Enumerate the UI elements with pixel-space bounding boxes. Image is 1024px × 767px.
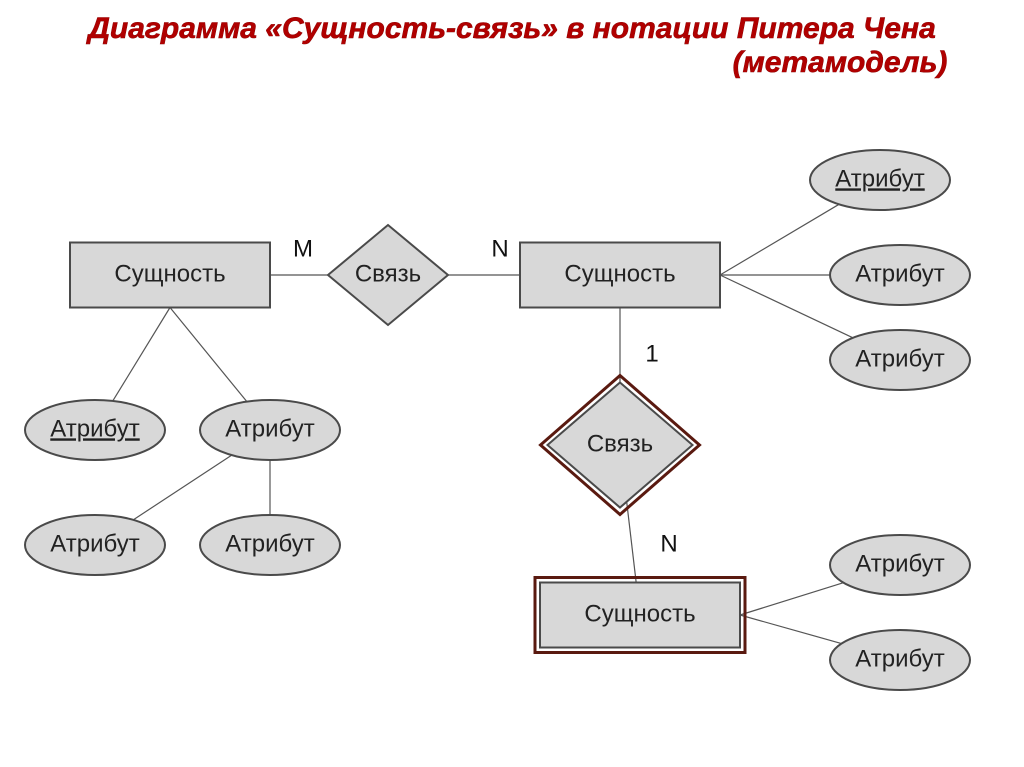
edge (113, 308, 170, 401)
relationship-label: Связь (355, 260, 421, 287)
edge (740, 615, 841, 644)
attribute: Атрибут (25, 515, 165, 575)
attribute-label: Атрибут (835, 165, 924, 192)
attribute-label: Атрибут (855, 645, 944, 672)
attribute: Атрибут (830, 330, 970, 390)
edge (627, 502, 637, 583)
attribute: Атрибут (200, 515, 340, 575)
edge (720, 204, 839, 275)
nodes-layer: Сущность Связь Сущность Атрибут Атрибут Атриб… (25, 150, 970, 690)
entity: Сущность (520, 243, 720, 308)
edge (133, 455, 232, 520)
attribute: Атрибут (200, 400, 340, 460)
relationship-label: Связь (587, 430, 653, 457)
attribute: Атрибут (830, 630, 970, 690)
entity: Сущность (70, 243, 270, 308)
attribute-label: Атрибут (855, 550, 944, 577)
attribute: Атрибут (830, 535, 970, 595)
diagram-title-line1: Диаграмма «Сущность-связь» в нотации Пит… (85, 12, 936, 45)
attribute-label: Атрибут (225, 415, 314, 442)
cardinality-label: N (491, 235, 508, 262)
attribute: Атрибут (830, 245, 970, 305)
attribute: Атрибут (810, 150, 950, 210)
cardinality-label: M (293, 235, 313, 262)
attribute-label: Атрибут (50, 530, 139, 557)
cardinality-label: 1 (645, 340, 658, 367)
attribute-label: Атрибут (855, 260, 944, 287)
entity-label: Сущность (564, 260, 675, 287)
relationship: Связь (328, 225, 448, 325)
diagram-title-line2: (метамодель) (733, 46, 948, 79)
entity: Сущность (535, 578, 745, 653)
attribute-label: Атрибут (50, 415, 139, 442)
entity-label: Сущность (114, 260, 225, 287)
er-diagram: Сущность Связь Сущность Атрибут Атрибут Атриб… (0, 0, 1024, 767)
cardinality-label: N (660, 530, 677, 557)
attribute-label: Атрибут (855, 345, 944, 372)
attribute: Атрибут (25, 400, 165, 460)
edge (170, 308, 247, 402)
relationship: Связь (541, 376, 700, 515)
attribute-label: Атрибут (225, 530, 314, 557)
entity-label: Сущность (584, 600, 695, 627)
edge (740, 583, 843, 615)
